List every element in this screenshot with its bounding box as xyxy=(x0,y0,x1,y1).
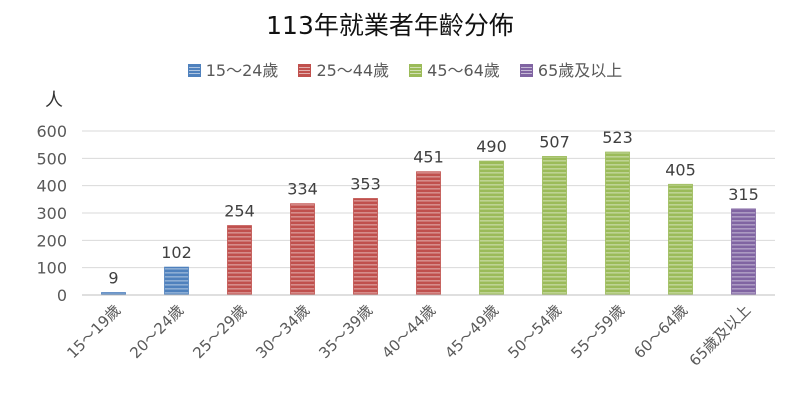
y-axis-unit-label: 人 xyxy=(45,90,63,111)
legend: 15～24歲 25～44歲 45～64歲 65歲及以上 xyxy=(0,57,810,81)
legend-item: 45～64歲 xyxy=(409,57,500,81)
legend-item: 15～24歲 xyxy=(187,57,279,81)
legend-item: 65歲及以上 xyxy=(519,57,623,81)
bar xyxy=(290,203,315,296)
data-label: 451 xyxy=(413,148,444,167)
x-tick-label: 15～19歲 xyxy=(63,301,124,362)
legend-label: 25～44歲 xyxy=(316,61,390,80)
bars xyxy=(101,151,756,296)
x-tick-label: 45～49歲 xyxy=(441,301,502,362)
data-label: 353 xyxy=(350,175,381,194)
bar xyxy=(605,151,630,296)
data-label: 405 xyxy=(665,160,696,179)
x-tick-label: 25～29歲 xyxy=(189,301,250,362)
legend-swatch xyxy=(519,64,533,77)
y-tick-label: 500 xyxy=(36,149,67,168)
chart-title: 113年就業者年齡分佈 xyxy=(266,11,514,40)
data-label: 334 xyxy=(287,180,318,199)
data-label: 507 xyxy=(539,132,570,151)
bar xyxy=(353,198,378,296)
y-tick-label: 0 xyxy=(57,286,67,305)
legend-swatch xyxy=(298,64,312,77)
x-tick-label: 35～39歲 xyxy=(315,301,376,362)
y-tick-label: 300 xyxy=(36,204,67,223)
bar xyxy=(416,171,441,296)
legend-swatch xyxy=(187,64,201,77)
labels: 0 100 200 300 400 500 600 9 15～19歲 102 20～24歲 254 25… xyxy=(36,122,775,370)
bar xyxy=(227,225,252,296)
x-tick-label: 30～34歲 xyxy=(252,301,313,362)
legend-swatch xyxy=(409,64,423,77)
bar xyxy=(668,183,693,296)
x-tick-label: 65歲及以上 xyxy=(686,301,755,370)
y-tick-label: 100 xyxy=(36,259,67,278)
data-label: 315 xyxy=(728,185,759,204)
data-label: 102 xyxy=(161,243,192,262)
x-tick-label: 40～44歲 xyxy=(378,301,439,362)
legend-label: 65歲及以上 xyxy=(537,61,623,80)
bar xyxy=(542,156,567,296)
y-tick-label: 200 xyxy=(36,231,67,250)
bar xyxy=(731,208,756,296)
y-tick-label: 600 xyxy=(36,122,67,141)
x-tick-label: 20～24歲 xyxy=(126,301,187,362)
bar xyxy=(164,266,189,296)
x-tick-label: 50～54歲 xyxy=(504,301,565,362)
data-label: 9 xyxy=(108,269,118,288)
data-label: 254 xyxy=(224,202,255,221)
data-label: 523 xyxy=(602,128,633,147)
legend-item: 25～44歲 xyxy=(298,57,389,81)
legend-label: 45～64歲 xyxy=(427,61,500,80)
legend-label: 15～24歲 xyxy=(205,61,279,80)
data-label: 490 xyxy=(476,137,507,156)
y-tick-label: 400 xyxy=(36,177,67,196)
bar xyxy=(479,160,504,296)
x-tick-label: 60～64歲 xyxy=(630,301,691,362)
x-tick-label: 55～59歲 xyxy=(567,301,628,362)
